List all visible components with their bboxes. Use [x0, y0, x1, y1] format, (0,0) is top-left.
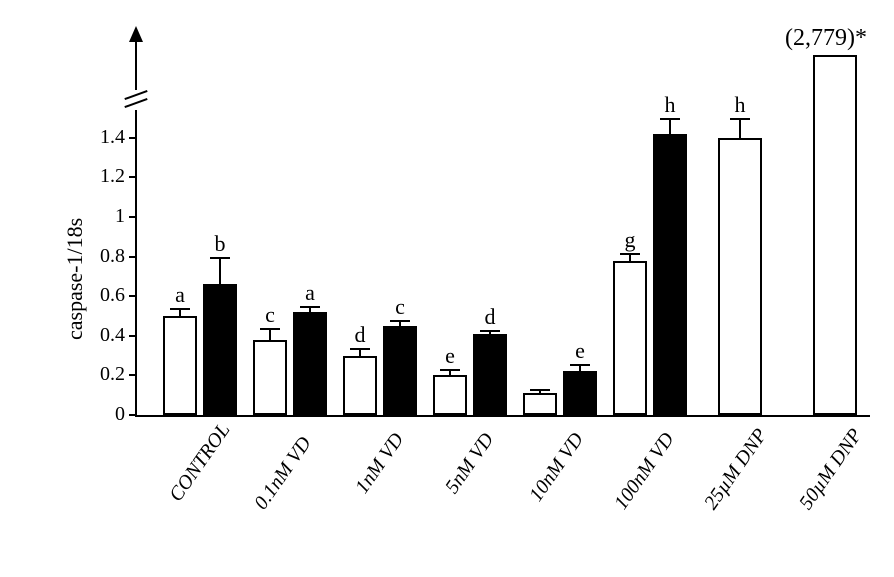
y-axis-arrowhead [129, 26, 143, 42]
axis-break-icon [124, 88, 148, 112]
error-cap [660, 118, 680, 120]
bar [653, 134, 687, 415]
y-tick-label: 1.2 [85, 165, 125, 188]
y-tick-label: 0.6 [85, 284, 125, 307]
y-tick [129, 335, 135, 337]
error-cap [170, 308, 190, 310]
significance-letter: d [485, 304, 496, 330]
significance-letter: h [735, 92, 746, 118]
x-axis-label: 25µM DNP [700, 425, 772, 515]
error-cap [300, 306, 320, 308]
error-cap [440, 369, 460, 371]
x-axis-line [135, 415, 870, 417]
x-axis-label: 100nM VD [610, 429, 680, 515]
y-axis-line-lower [135, 110, 137, 415]
y-tick-label: 0.4 [85, 324, 125, 347]
bar [473, 334, 507, 415]
error-cap [730, 118, 750, 120]
significance-letter: d [355, 322, 366, 348]
error-cap [210, 257, 230, 259]
significance-letter: a [175, 282, 185, 308]
x-axis-label: 5nM VD [441, 429, 499, 498]
y-tick [129, 216, 135, 218]
y-tick [129, 295, 135, 297]
x-axis-label: 0.1nM VD [250, 433, 317, 514]
significance-letter: e [445, 343, 455, 369]
y-tick [129, 374, 135, 376]
bar [203, 284, 237, 415]
significance-letter: a [305, 280, 315, 306]
significance-letter: e [575, 338, 585, 364]
y-axis-label: caspase-1/18s [62, 218, 88, 340]
y-tick [129, 176, 135, 178]
y-tick [129, 414, 135, 416]
bar [383, 326, 417, 415]
error-cap [530, 389, 550, 391]
y-tick-label: 0 [85, 403, 125, 426]
y-tick-label: 0.8 [85, 245, 125, 268]
significance-letter: g [625, 227, 636, 253]
bar [563, 371, 597, 415]
bar [433, 375, 467, 415]
error-bar [669, 118, 671, 134]
bar [343, 356, 377, 415]
error-bar [739, 118, 741, 138]
bar [293, 312, 327, 415]
significance-letter: c [265, 302, 275, 328]
caspase-bar-chart: caspase-1/18s 0 0.2 0.4 0.6 0.8 1 1.2 1.4 a b c a d… [0, 0, 894, 577]
bar [253, 340, 287, 415]
y-tick-label: 0.2 [85, 363, 125, 386]
bar [718, 138, 762, 415]
error-cap [620, 253, 640, 255]
x-axis-label: 10nM VD [525, 429, 589, 506]
bar [163, 316, 197, 415]
y-tick-label: 1 [85, 205, 125, 228]
y-tick [129, 137, 135, 139]
bar [813, 55, 857, 415]
error-cap [570, 364, 590, 366]
significance-letter: h [665, 92, 676, 118]
x-axis-label: 50µM DNP [795, 425, 867, 515]
bar [523, 393, 557, 415]
error-cap [350, 348, 370, 350]
error-bar [219, 257, 221, 285]
error-cap [480, 330, 500, 332]
y-axis-line-upper [135, 40, 137, 90]
error-cap [260, 328, 280, 330]
significance-letter: c [395, 294, 405, 320]
bar [613, 261, 647, 415]
y-tick [129, 256, 135, 258]
y-tick-label: 1.4 [85, 126, 125, 149]
significance-letter: b [215, 231, 226, 257]
broken-bar-annotation: (2,779)* [785, 25, 867, 52]
error-cap [390, 320, 410, 322]
x-axis-label: CONTROL [165, 419, 235, 506]
x-axis-label: 1nM VD [351, 429, 409, 498]
